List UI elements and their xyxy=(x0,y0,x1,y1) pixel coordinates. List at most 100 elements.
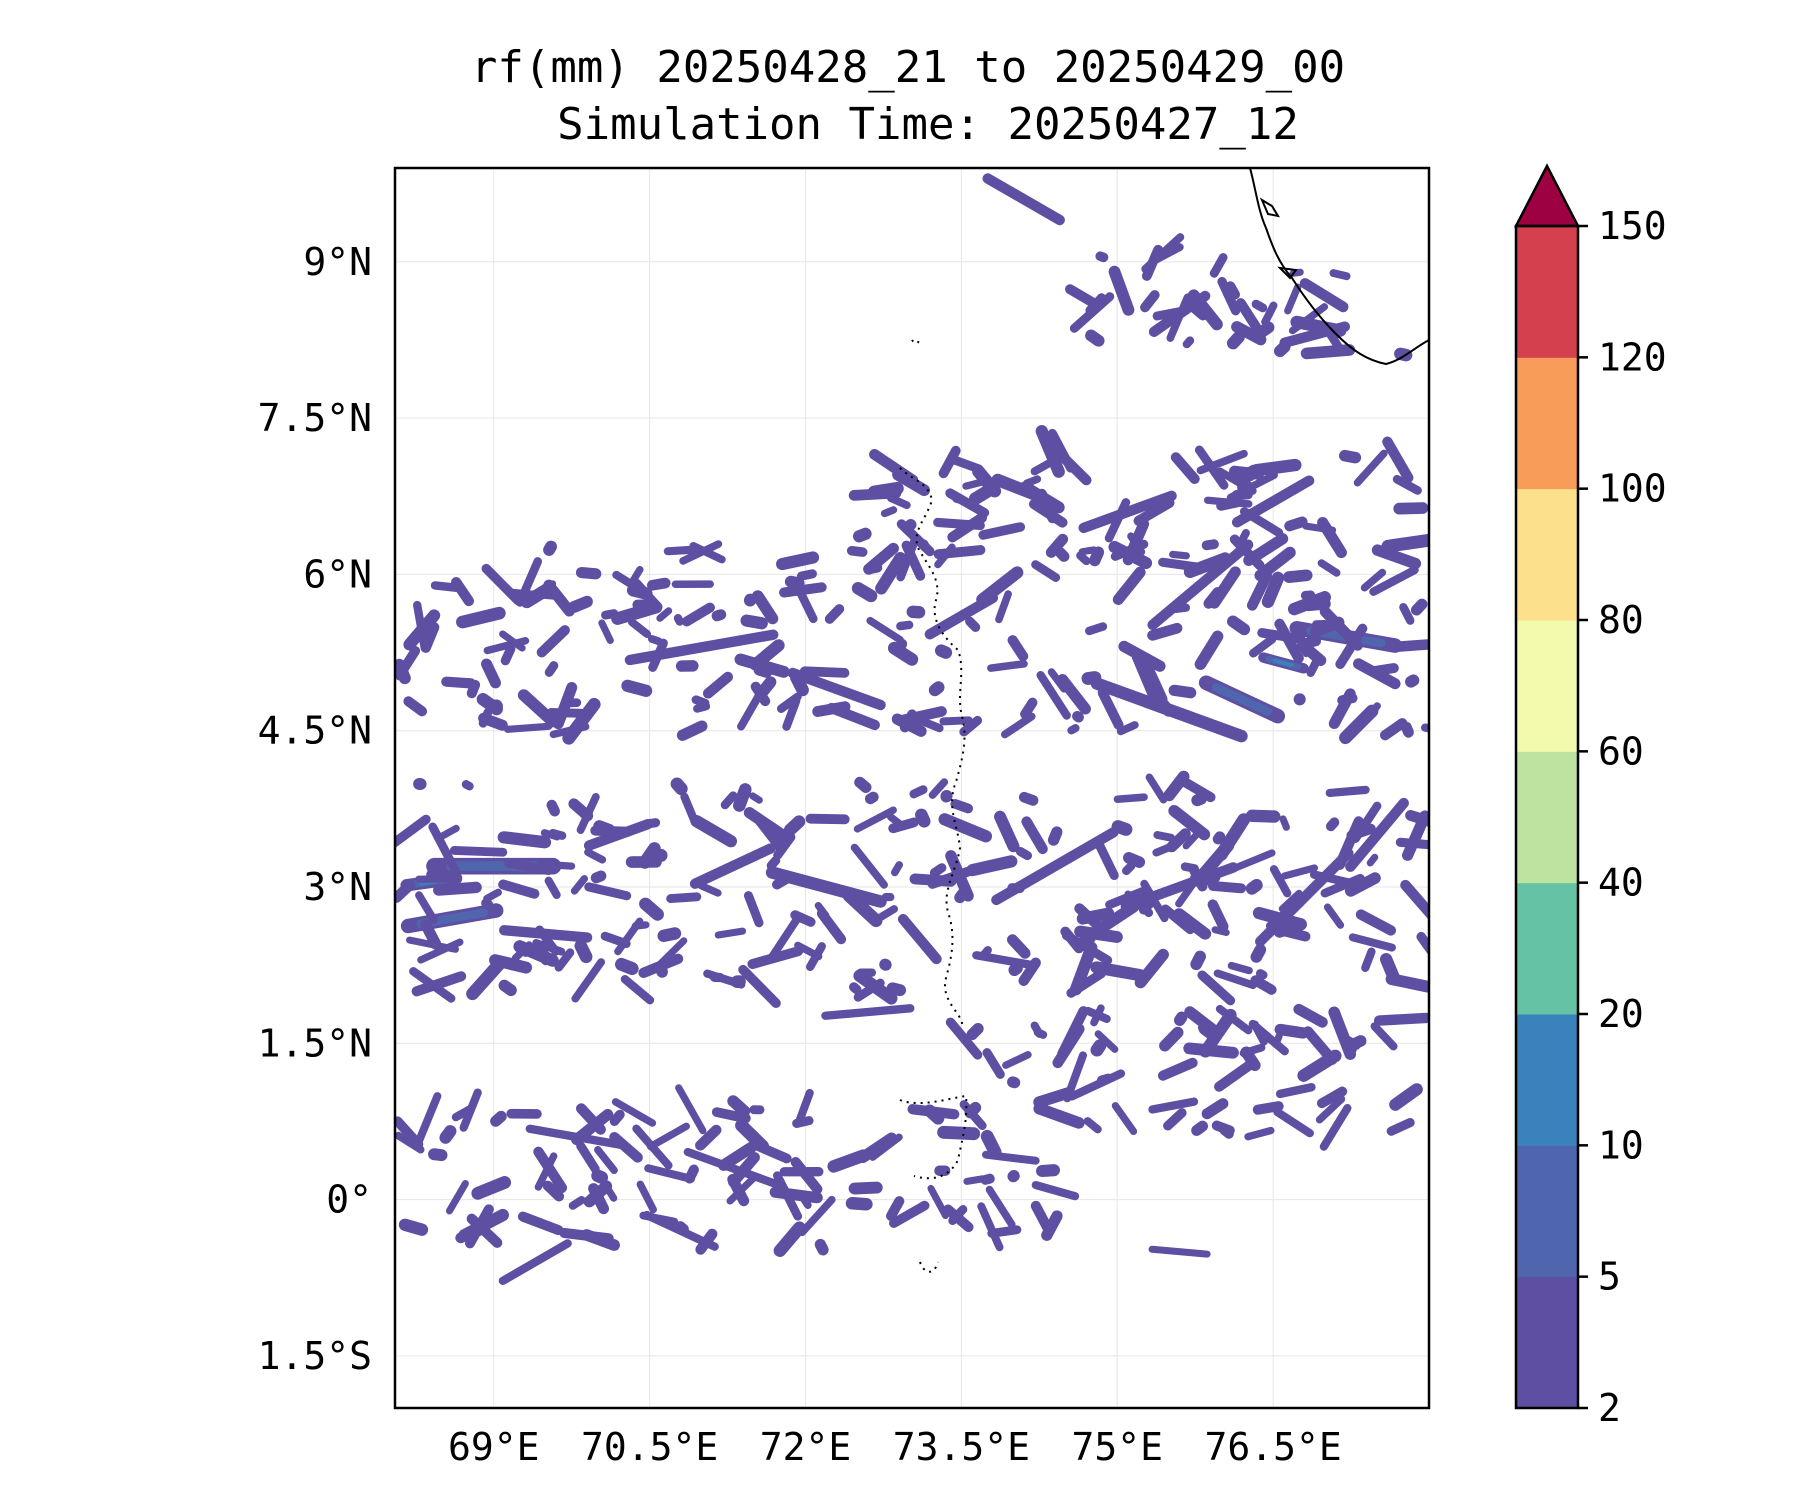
rain-cell xyxy=(466,957,506,1001)
rain-cell xyxy=(1072,710,1084,723)
rain-cell xyxy=(1317,516,1347,559)
rain-cell xyxy=(752,1140,792,1164)
rain-cell xyxy=(1316,1086,1348,1109)
rain-cell xyxy=(1081,671,1102,685)
rain-cell xyxy=(1227,615,1251,636)
rain-cell xyxy=(1196,449,1248,475)
rain-cell xyxy=(497,831,552,849)
rain-cell xyxy=(1199,1008,1237,1058)
rain-cell xyxy=(863,542,899,575)
rain-cell xyxy=(938,813,993,843)
colorbar-tick-label: 100 xyxy=(1598,467,1667,511)
lat-tick-label: 7.5°N xyxy=(258,396,372,440)
rain-cell xyxy=(1015,847,1033,861)
rain-cell xyxy=(1108,540,1153,570)
rain-cell xyxy=(939,716,973,726)
map-background xyxy=(395,168,1429,1408)
rain-cell xyxy=(963,1175,986,1185)
rain-cell xyxy=(403,696,428,717)
rain-cell xyxy=(1168,804,1211,841)
rain-cell xyxy=(675,1221,689,1234)
rain-cell xyxy=(1129,893,1154,918)
rain-cell xyxy=(646,1122,690,1151)
rain-cell xyxy=(773,1221,806,1258)
rain-cell xyxy=(570,875,589,895)
rain-cell xyxy=(966,855,1018,877)
rain-cell xyxy=(1190,950,1206,971)
colorbar-tick-label: 60 xyxy=(1598,729,1644,773)
rain-cell xyxy=(517,1211,564,1236)
rain-cell xyxy=(1007,1076,1021,1089)
rain-cell xyxy=(1249,634,1277,658)
rain-cell xyxy=(574,939,593,964)
lon-tick-label: 75°E xyxy=(1071,1425,1163,1469)
rain-cell xyxy=(812,701,851,717)
rain-cell xyxy=(977,1202,1004,1252)
rain-cell xyxy=(483,888,502,903)
rain-cell xyxy=(588,1183,610,1215)
rain-cell xyxy=(1366,853,1379,867)
rain-cell xyxy=(639,1211,679,1226)
rain-cell xyxy=(430,581,466,593)
rain-cell xyxy=(1166,293,1192,342)
rain-cell xyxy=(1213,969,1257,990)
rain-cell xyxy=(784,575,805,589)
rain-cell xyxy=(543,540,557,556)
rain-cell xyxy=(1030,1200,1053,1234)
rain-cell xyxy=(575,566,602,580)
rain-cell xyxy=(420,622,440,653)
lon-tick-label: 72°E xyxy=(760,1425,852,1469)
rain-cell xyxy=(1328,688,1356,730)
rain-cell xyxy=(1175,877,1199,908)
rain-cell xyxy=(772,872,795,890)
rain-cell xyxy=(1381,533,1429,553)
rain-cell xyxy=(1187,289,1223,331)
rain-cell xyxy=(1261,571,1285,608)
rain-cell xyxy=(1105,886,1149,910)
rain-cell xyxy=(743,593,757,607)
colorbar-band xyxy=(1516,751,1578,884)
latitude-tick-labels: 9°N 7.5°N 6°N 4.5°N 3°N 1.5°N 0° 1.5°S xyxy=(258,240,372,1378)
rain-cell xyxy=(1339,449,1362,464)
rain-cell xyxy=(1189,865,1208,892)
rain-cell xyxy=(1094,1030,1119,1053)
rain-cell xyxy=(1113,793,1148,804)
rain-cell xyxy=(656,607,673,622)
rain-cell xyxy=(680,792,700,827)
rain-cell xyxy=(1018,791,1039,806)
rain-cell xyxy=(1212,831,1226,845)
chart-subtitle: Simulation Time: 20250427_12 xyxy=(557,99,1299,150)
rain-cell xyxy=(420,919,442,950)
rain-cell xyxy=(520,942,551,957)
rain-cell xyxy=(1278,889,1303,913)
rain-cell xyxy=(1007,883,1025,894)
rain-cell xyxy=(887,641,919,666)
rain-cell xyxy=(1170,452,1200,485)
rain-cell xyxy=(779,582,827,598)
rain-cell xyxy=(1148,1097,1199,1114)
rain-cell xyxy=(614,917,644,956)
rain-cell xyxy=(1094,840,1119,881)
rain-cell xyxy=(703,969,746,989)
rain-cell xyxy=(498,879,540,899)
rain-cell xyxy=(945,1017,983,1060)
rain-feature xyxy=(821,1004,915,1020)
rain-cell xyxy=(670,777,688,796)
rain-cell xyxy=(1183,552,1232,579)
rain-cell xyxy=(1036,671,1071,720)
rain-cell xyxy=(552,682,578,730)
rain-cell xyxy=(1007,1170,1020,1183)
rain-cell xyxy=(995,590,1012,624)
rain-cell xyxy=(937,1125,981,1141)
rain-cell xyxy=(621,679,653,697)
rain-cell xyxy=(933,545,986,560)
rain-feature xyxy=(1148,1245,1211,1258)
rain-cell xyxy=(1095,251,1109,263)
rain-cell xyxy=(720,791,738,810)
rain-cell xyxy=(568,595,593,613)
rain-cell xyxy=(1207,880,1247,894)
rain-cell xyxy=(1093,901,1140,936)
rain-cell xyxy=(436,824,460,841)
rain-cell xyxy=(1400,879,1429,925)
rain-cell xyxy=(805,942,826,972)
